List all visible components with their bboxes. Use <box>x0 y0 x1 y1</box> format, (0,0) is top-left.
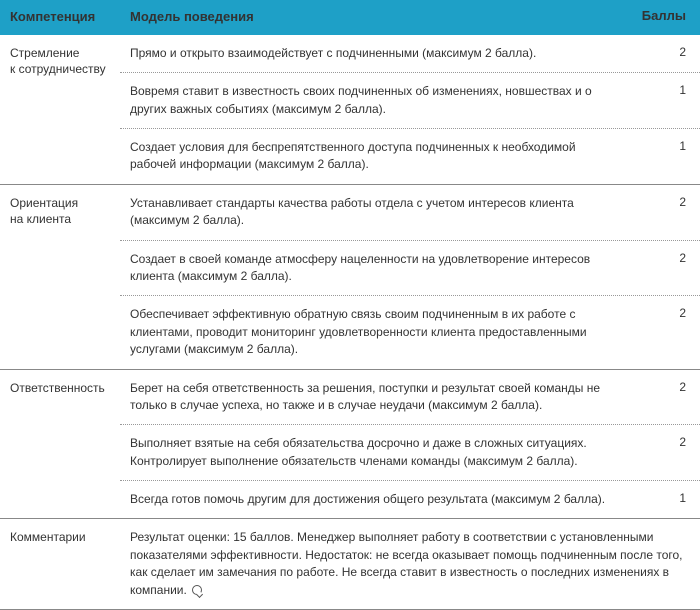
model-cell: Прямо и открыто взаимодействует с подчин… <box>120 35 632 72</box>
score-cell: 1 <box>632 129 700 184</box>
comments-cell: Результат оценки: 15 баллов. Менеджер вы… <box>120 519 700 609</box>
competency-table: Компетенция Модель поведения Баллы Стрем… <box>0 0 700 610</box>
comments-text: Результат оценки: 15 баллов. Менеджер вы… <box>130 530 683 596</box>
score-cell: 2 <box>632 296 700 368</box>
model-cell: Вовремя ставит в известность своих подчи… <box>120 73 632 128</box>
model-cell: Всегда готов помочь другим для достижени… <box>120 481 632 518</box>
table-row: Ответственность Берет на себя ответствен… <box>0 370 700 425</box>
score-cell: 2 <box>632 185 700 240</box>
score-cell: 2 <box>632 35 700 72</box>
comments-label: Комментарии <box>0 519 120 609</box>
model-cell: Выполняет взятые на себя обязательства д… <box>120 425 632 480</box>
model-cell: Создает условия для беспрепятственного д… <box>120 129 632 184</box>
comment-bubble-icon <box>192 585 202 595</box>
model-cell: Берет на себя ответственность за решения… <box>120 370 632 425</box>
header-competency: Компетенция <box>0 0 120 35</box>
competency-cell: Ориентация на клиента <box>0 185 120 369</box>
score-cell: 2 <box>632 370 700 425</box>
score-cell: 1 <box>632 73 700 128</box>
header-score: Баллы <box>632 0 700 35</box>
table-row: Ориентация на клиента Устанавливает стан… <box>0 185 700 240</box>
competency-cell: Ответственность <box>0 370 120 519</box>
table-header-row: Компетенция Модель поведения Баллы <box>0 0 700 35</box>
comments-row: Комментарии Результат оценки: 15 баллов.… <box>0 519 700 609</box>
header-model: Модель поведения <box>120 0 632 35</box>
competency-cell: Стремление к сотрудничеству <box>0 35 120 184</box>
score-cell: 2 <box>632 425 700 480</box>
model-cell: Устанавливает стандарты качества работы … <box>120 185 632 240</box>
score-cell: 2 <box>632 241 700 296</box>
model-cell: Обеспечивает эффективную обратную связь … <box>120 296 632 368</box>
table-row: Стремление к сотрудничеству Прямо и откр… <box>0 35 700 72</box>
table-body: Стремление к сотрудничеству Прямо и откр… <box>0 35 700 610</box>
model-cell: Создает в своей команде атмосферу нацеле… <box>120 241 632 296</box>
score-cell: 1 <box>632 481 700 518</box>
